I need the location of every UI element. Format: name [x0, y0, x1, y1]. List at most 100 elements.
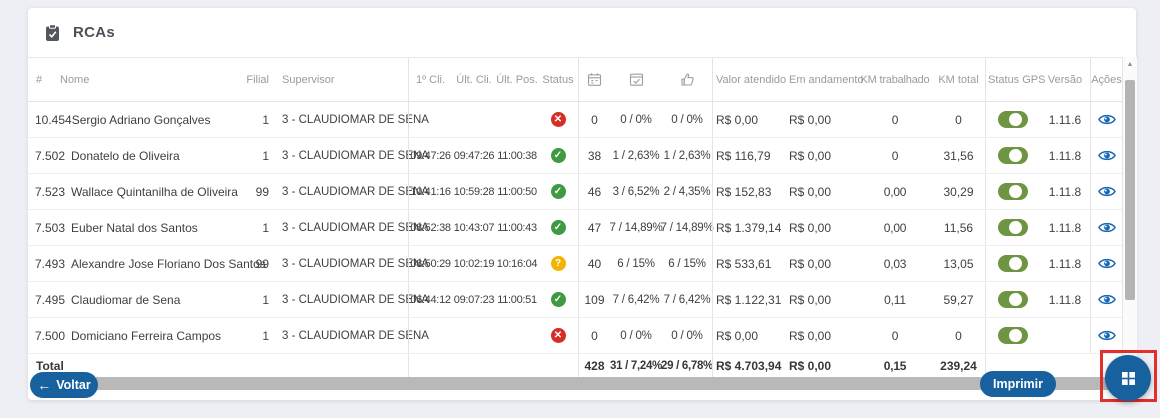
grid-fab-button[interactable] — [1105, 355, 1151, 401]
cell-gps — [985, 102, 1040, 137]
header-ultimo-cliente: Últ. Cli. — [456, 73, 492, 86]
cell-supervisor: 3 - CLAUDIOMAR DE SENA — [282, 221, 429, 234]
cell-ult_cli — [452, 318, 496, 353]
cell-pedidos: 3 / 6,52% — [612, 185, 660, 198]
cell-visitas: 0 — [578, 318, 610, 353]
cell-pedidos: 7 / 6,42% — [612, 293, 660, 306]
cell-versao: 1.11.8 — [1048, 220, 1082, 235]
cell-pedidos: 6 / 15% — [617, 257, 655, 270]
view-details-eye-icon[interactable] — [1097, 113, 1116, 126]
total-positivados: 29 / 6,78% — [661, 360, 713, 372]
cell-km_total: 0 — [955, 112, 962, 127]
view-details-eye-icon[interactable] — [1097, 257, 1116, 270]
cell-km_total: 30,29 — [943, 184, 974, 199]
clipboard-check-icon — [45, 23, 60, 42]
status-ok-icon: ✓ — [550, 148, 566, 163]
cell-km_total: 59,27 — [943, 292, 974, 307]
cell-filial: 1 — [262, 328, 269, 343]
cell-supervisor: 3 - CLAUDIOMAR DE SENA — [282, 257, 429, 270]
view-details-eye-icon[interactable] — [1097, 221, 1116, 234]
cell-em_andamento: R$ 0,00 — [789, 328, 832, 343]
total-valor-atendido: R$ 4.703,94 — [712, 354, 782, 378]
voltar-button[interactable]: ← Voltar — [30, 372, 98, 398]
cell-ult_cli: 10:43:07 — [453, 221, 495, 234]
cell-cli1: 06:44:12 — [408, 282, 452, 317]
cell-pedidos: 7 / 14,89% — [609, 221, 663, 234]
cell-km_total: 0 — [955, 328, 962, 343]
header-filial: Filial — [246, 73, 269, 86]
horizontal-scrollbar[interactable] — [96, 377, 1108, 390]
rcas-card: RCAs # Nome Filial Supervisor 1º Cli. Úl… — [28, 8, 1137, 400]
cell-status: ✓ — [538, 282, 578, 317]
cell-positivados: 0 / 0% — [671, 113, 703, 126]
cell-ult_cli — [452, 102, 496, 137]
rca-name: Euber Natal dos Santos — [71, 220, 198, 235]
imprimir-label: Imprimir — [992, 377, 1043, 391]
cell-acoes — [1090, 318, 1122, 353]
cell-gps — [985, 138, 1040, 173]
gps-toggle[interactable] — [998, 291, 1028, 308]
vertical-scrollbar[interactable]: ▲ — [1122, 57, 1137, 369]
cell-cli1: 08:52:38 — [408, 210, 452, 245]
cell-positivados: 7 / 14,89% — [660, 221, 714, 234]
gps-toggle-knob — [1009, 329, 1022, 342]
cell-ult_pos: 11:00:50 — [497, 185, 537, 198]
cell-visitas: 40 — [578, 246, 610, 281]
gps-toggle[interactable] — [998, 255, 1028, 272]
cell-gps — [985, 282, 1040, 317]
gps-toggle[interactable] — [998, 219, 1028, 236]
gps-toggle-knob — [1009, 185, 1022, 198]
cell-versao — [1040, 318, 1090, 353]
vertical-scrollbar-thumb[interactable] — [1125, 80, 1135, 300]
cell-km_total: 13,05 — [943, 256, 974, 271]
rca-number: 7.495 — [35, 292, 66, 307]
cell-positivados: 0 / 0% — [671, 329, 703, 342]
cell-numname: 7.503 Euber Natal dos Santos — [28, 210, 242, 245]
cell-ult_cli: 10:02:19 — [453, 257, 495, 270]
cell-numname: 7.523 Wallace Quintanilha de Oliveira — [28, 174, 242, 209]
view-details-eye-icon[interactable] — [1097, 149, 1116, 162]
gps-toggle[interactable] — [998, 111, 1028, 128]
cell-valor: R$ 1.122,31 — [712, 282, 782, 317]
view-details-eye-icon[interactable] — [1097, 185, 1116, 198]
gps-toggle[interactable] — [998, 183, 1028, 200]
view-details-eye-icon[interactable] — [1097, 329, 1116, 342]
cell-valor: R$ 1.379,14 — [712, 210, 782, 245]
cell-status: ✓ — [538, 210, 578, 245]
gps-toggle-knob — [1009, 257, 1022, 270]
rca-name: Domiciano Ferreira Campos — [71, 328, 222, 343]
view-details-eye-icon[interactable] — [1097, 293, 1116, 306]
imprimir-button[interactable]: Imprimir — [980, 371, 1056, 397]
gps-toggle[interactable] — [998, 147, 1028, 164]
cell-filial: 1 — [262, 112, 269, 127]
table-row: 7.500 Domiciano Ferreira Campos 1 3 - CLAUD… — [28, 318, 1136, 354]
cell-filial: 99 — [255, 184, 269, 199]
cell-supervisor: 3 - CLAUDIOMAR DE SENA — [282, 185, 429, 198]
cell-cli1: 09:47:26 — [408, 138, 452, 173]
cell-valor: R$ 0,00 — [712, 102, 782, 137]
cell-valor: R$ 152,83 — [712, 174, 782, 209]
scroll-up-icon[interactable]: ▲ — [1126, 61, 1134, 68]
status-warn-icon: ? — [550, 256, 566, 271]
cell-ult_pos — [496, 318, 538, 353]
calendar-icon — [578, 58, 610, 101]
status-ok-icon: ✓ — [550, 184, 566, 199]
cell-acoes — [1090, 138, 1122, 173]
thumbs-up-icon — [662, 58, 712, 101]
cell-cli1: 10:41:16 — [408, 174, 452, 209]
header-status: Status — [542, 73, 574, 86]
cell-visitas: 47 — [578, 210, 610, 245]
header-km-trabalhado: KM trabalhado — [860, 73, 930, 86]
gps-toggle-knob — [1009, 293, 1022, 306]
cell-positivados: 7 / 6,42% — [663, 293, 711, 306]
cell-positivados: 2 / 4,35% — [663, 185, 711, 198]
cell-valor: R$ 0,00 — [712, 318, 782, 353]
gps-toggle[interactable] — [998, 327, 1028, 344]
cell-ult_cli: 09:47:26 — [453, 149, 495, 162]
cell-pedidos: 0 / 0% — [620, 329, 652, 342]
rca-number: 7.502 — [35, 148, 66, 163]
grid-icon — [1121, 371, 1136, 386]
cell-km_total: 31,56 — [943, 148, 974, 163]
status-error-icon: ✕ — [550, 328, 566, 343]
